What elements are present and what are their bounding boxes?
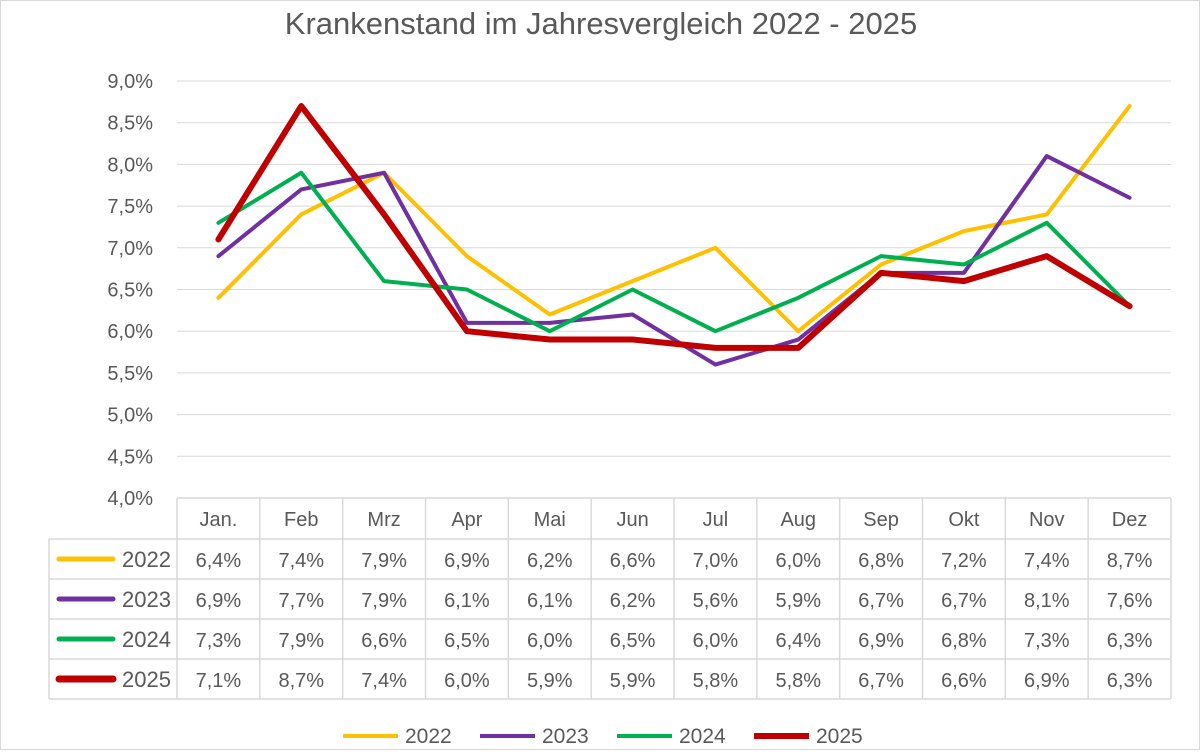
legend-label: 2023: [542, 725, 589, 748]
table-series-label: 2023: [122, 587, 171, 612]
x-category-label: Apr: [451, 509, 482, 531]
table-cell: 5,8%: [693, 670, 739, 692]
table-cell: 7,9%: [361, 590, 407, 612]
y-tick-label: 6,0%: [107, 321, 153, 343]
table-cell: 7,4%: [1024, 550, 1070, 572]
table-cell: 6,8%: [941, 630, 987, 652]
table-cell: 7,9%: [361, 550, 407, 572]
y-tick-label: 8,5%: [107, 113, 153, 135]
x-category-label: Mai: [534, 509, 566, 531]
table-cell: 7,0%: [693, 550, 739, 572]
table-cell: 6,2%: [527, 550, 573, 572]
table-cell: 5,9%: [527, 670, 573, 692]
table-cell: 6,1%: [527, 590, 573, 612]
table-cell: 6,9%: [444, 550, 490, 572]
table-cell: 7,7%: [278, 590, 324, 612]
y-tick-label: 5,0%: [107, 405, 153, 427]
table-cell: 7,9%: [278, 630, 324, 652]
table-cell: 6,8%: [858, 550, 904, 572]
table-cell: 7,3%: [1024, 630, 1070, 652]
y-tick-label: 4,5%: [107, 446, 153, 468]
table-cell: 6,4%: [196, 550, 242, 572]
table-cell: 7,6%: [1107, 590, 1153, 612]
table-cell: 8,7%: [1107, 550, 1153, 572]
x-category-label: Nov: [1029, 509, 1065, 531]
table-cell: 7,2%: [941, 550, 987, 572]
table-cell: 6,3%: [1107, 630, 1153, 652]
table-cell: 5,6%: [693, 590, 739, 612]
table-cell: 8,7%: [278, 670, 324, 692]
table-cell: 6,1%: [444, 590, 490, 612]
series-line-2022: [218, 106, 1129, 331]
table-series-label: 2022: [122, 547, 171, 572]
table-cell: 6,6%: [610, 550, 656, 572]
table-cell: 6,7%: [858, 670, 904, 692]
table-cell: 6,5%: [610, 630, 656, 652]
table-cell: 6,5%: [444, 630, 490, 652]
table-cell: 6,9%: [1024, 670, 1070, 692]
y-tick-label: 4,0%: [107, 488, 153, 510]
table-cell: 6,0%: [444, 670, 490, 692]
legend-label: 2022: [405, 725, 452, 748]
table-cell: 6,6%: [361, 630, 407, 652]
legend-label: 2025: [816, 725, 863, 748]
x-category-label: Aug: [780, 509, 816, 531]
table-cell: 6,7%: [858, 590, 904, 612]
table-cell: 6,3%: [1107, 670, 1153, 692]
table-cell: 6,0%: [527, 630, 573, 652]
table-cell: 6,9%: [858, 630, 904, 652]
y-tick-label: 5,5%: [107, 363, 153, 385]
y-tick-label: 6,5%: [107, 280, 153, 302]
x-category-label: Feb: [284, 509, 318, 531]
x-category-label: Okt: [948, 509, 980, 531]
table-cell: 5,9%: [610, 670, 656, 692]
series-line-2024: [218, 173, 1129, 331]
legend-label: 2024: [679, 725, 726, 748]
table-cell: 6,4%: [775, 630, 821, 652]
x-category-label: Jan.: [200, 509, 238, 531]
table-cell: 5,9%: [775, 590, 821, 612]
y-tick-label: 7,0%: [107, 238, 153, 260]
table-cell: 7,4%: [278, 550, 324, 572]
table-series-label: 2025: [122, 667, 171, 692]
x-category-label: Sep: [863, 509, 899, 531]
table-series-label: 2024: [122, 627, 171, 652]
y-tick-label: 8,0%: [107, 154, 153, 176]
table-cell: 8,1%: [1024, 590, 1070, 612]
table-cell: 6,9%: [196, 590, 242, 612]
table-cell: 6,0%: [775, 550, 821, 572]
table-cell: 6,2%: [610, 590, 656, 612]
table-cell: 6,0%: [693, 630, 739, 652]
x-category-label: Mrz: [367, 509, 400, 531]
y-tick-label: 9,0%: [107, 71, 153, 93]
table-cell: 7,4%: [361, 670, 407, 692]
table-cell: 6,6%: [941, 670, 987, 692]
table-cell: 7,3%: [196, 630, 242, 652]
table-cell: 5,8%: [775, 670, 821, 692]
x-category-label: Jul: [703, 509, 729, 531]
table-cell: 7,1%: [196, 670, 242, 692]
table-cell: 6,7%: [941, 590, 987, 612]
chart-title: Krankenstand im Jahresvergleich 2022 - 2…: [285, 6, 917, 41]
x-category-label: Jun: [616, 509, 648, 531]
y-tick-label: 7,5%: [107, 196, 153, 218]
x-category-label: Dez: [1112, 509, 1148, 531]
